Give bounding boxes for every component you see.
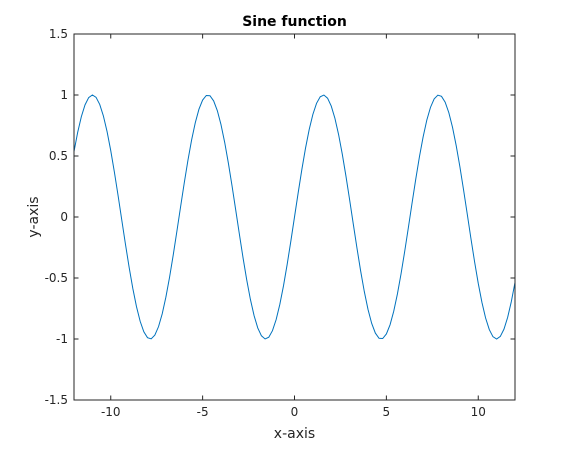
x-tick-label: 10 [471, 405, 486, 419]
x-tick-label: 5 [383, 405, 391, 419]
x-tick-label: 0 [291, 405, 299, 419]
chart-title: Sine function [242, 14, 347, 30]
x-tick-label: -10 [101, 405, 121, 419]
y-tick-label: 1 [60, 88, 68, 102]
y-tick-label: 1.5 [49, 27, 68, 41]
sine-series-line [73, 94, 516, 340]
y-tick-label: -1.5 [45, 393, 68, 407]
y-axis-label: y-axis [26, 196, 42, 237]
x-tick-label: -5 [197, 405, 209, 419]
y-tick-label: 0.5 [49, 149, 68, 163]
x-axis-label: x-axis [274, 426, 315, 442]
y-tick-label: -0.5 [45, 271, 68, 285]
y-tick-label: -1 [56, 332, 68, 346]
tick-labels: -10 -5 0 5 10 -1.5 -1 -0.5 0 0.5 1 1.5 [45, 27, 486, 419]
axes-box [73, 33, 516, 401]
y-tick-label: 0 [60, 210, 68, 224]
